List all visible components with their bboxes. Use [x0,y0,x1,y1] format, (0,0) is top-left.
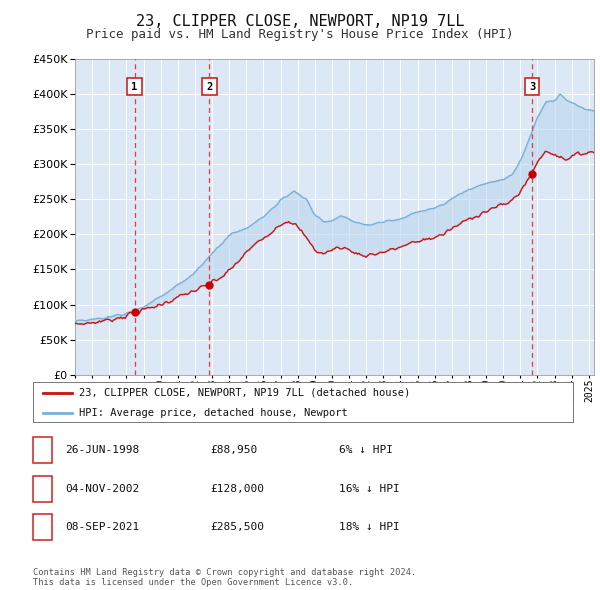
Text: £285,500: £285,500 [210,523,264,532]
Text: 2: 2 [206,82,212,92]
Text: 2: 2 [39,484,46,493]
Text: 1: 1 [131,82,138,92]
Text: 04-NOV-2002: 04-NOV-2002 [65,484,139,493]
Text: 08-SEP-2021: 08-SEP-2021 [65,523,139,532]
Text: 23, CLIPPER CLOSE, NEWPORT, NP19 7LL (detached house): 23, CLIPPER CLOSE, NEWPORT, NP19 7LL (de… [79,388,410,398]
FancyBboxPatch shape [202,78,217,96]
Text: 26-JUN-1998: 26-JUN-1998 [65,445,139,454]
FancyBboxPatch shape [127,78,142,96]
Text: 16% ↓ HPI: 16% ↓ HPI [339,484,400,493]
Text: 18% ↓ HPI: 18% ↓ HPI [339,523,400,532]
Text: £128,000: £128,000 [210,484,264,493]
FancyBboxPatch shape [525,78,539,96]
Text: £88,950: £88,950 [210,445,257,454]
Text: HPI: Average price, detached house, Newport: HPI: Average price, detached house, Newp… [79,408,347,418]
Text: 1: 1 [39,445,46,454]
Text: Price paid vs. HM Land Registry's House Price Index (HPI): Price paid vs. HM Land Registry's House … [86,28,514,41]
Text: Contains HM Land Registry data © Crown copyright and database right 2024.
This d: Contains HM Land Registry data © Crown c… [33,568,416,587]
Text: 3: 3 [529,82,535,92]
Text: 6% ↓ HPI: 6% ↓ HPI [339,445,393,454]
Text: 3: 3 [39,523,46,532]
Text: 23, CLIPPER CLOSE, NEWPORT, NP19 7LL: 23, CLIPPER CLOSE, NEWPORT, NP19 7LL [136,14,464,30]
